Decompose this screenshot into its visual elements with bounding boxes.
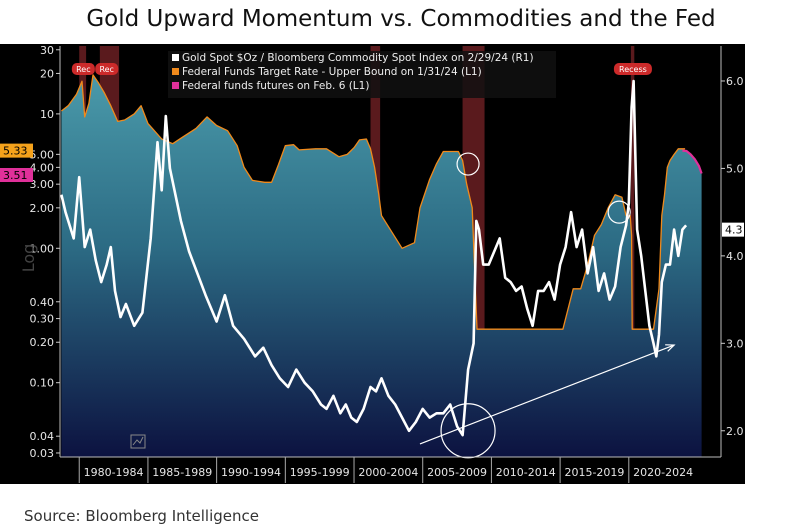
recession-band bbox=[630, 46, 635, 457]
right-tick-label: 2.0 bbox=[726, 425, 744, 438]
chart-type-icon bbox=[130, 434, 146, 449]
value-label-text: 4.3 bbox=[725, 224, 743, 237]
left-tick-label: 1.00 bbox=[30, 242, 55, 255]
series-lines bbox=[60, 74, 703, 437]
left-tick-label: 3.00 bbox=[30, 178, 55, 191]
trend-arrow-line bbox=[419, 344, 675, 445]
legend-swatch bbox=[172, 82, 179, 89]
legend-label: Federal funds futures on Feb. 6 (L1) bbox=[182, 80, 369, 92]
right-tick-label: 3.0 bbox=[726, 337, 744, 350]
left-tick-label: 30 bbox=[40, 44, 54, 57]
value-label-text: 3.51 bbox=[3, 169, 28, 182]
annotation-circle bbox=[440, 403, 496, 459]
fed-futures-line bbox=[682, 149, 703, 174]
left-tick-label: 0.40 bbox=[30, 296, 55, 309]
x-tick-label: 1990-1994 bbox=[221, 466, 281, 479]
left-tick-label: 5.00 bbox=[30, 148, 55, 161]
left-tick-label: 0.10 bbox=[30, 377, 55, 390]
right-tick-label: 6.0 bbox=[726, 75, 744, 88]
chart: 30 20 10 5.004.00 3.00 2.00 1.00 0.40 0.30 0.20 0.… bbox=[0, 44, 745, 484]
legend-label: Gold Spot $Oz / Bloomberg Commodity Spot… bbox=[182, 52, 534, 64]
left-tick-label: 0.20 bbox=[30, 336, 55, 349]
annotation-circle bbox=[456, 152, 480, 176]
fed-funds-line bbox=[61, 74, 686, 330]
right-tick-label: 5.0 bbox=[726, 162, 744, 175]
left-tick-label: 4.00 bbox=[30, 161, 55, 174]
legend-swatch bbox=[172, 54, 179, 61]
source-note: Source: Bloomberg Intelligence bbox=[24, 507, 259, 525]
x-tick-label: 2020-2024 bbox=[633, 466, 693, 479]
fed-funds-fill bbox=[61, 74, 702, 458]
left-tick-label: 0.04 bbox=[30, 430, 55, 443]
left-tick-label: 0.30 bbox=[30, 313, 55, 326]
legend: Gold Spot $Oz / Bloomberg Commodity Spot… bbox=[168, 51, 556, 98]
recession-marker bbox=[71, 63, 95, 75]
left-tick-label: 2.00 bbox=[30, 202, 55, 215]
chart-title: Gold Upward Momentum vs. Commodities and… bbox=[86, 6, 716, 32]
recession-marker-label: Recess bbox=[619, 65, 647, 74]
recession-marker bbox=[613, 63, 652, 75]
x-tick-label: 1985-1989 bbox=[152, 466, 212, 479]
left-tick-label: 10 bbox=[40, 108, 54, 121]
legend-label: Federal Funds Target Rate - Upper Bound … bbox=[182, 66, 482, 78]
recession-marker-label: Rec bbox=[99, 65, 114, 74]
annotations bbox=[419, 152, 676, 459]
legend-swatch bbox=[172, 68, 179, 75]
value-label-text: 5.33 bbox=[3, 145, 28, 158]
recession-marker bbox=[95, 63, 119, 75]
legend-box bbox=[168, 51, 556, 98]
gold-ratio-line bbox=[60, 79, 688, 437]
value-label-box bbox=[0, 168, 33, 183]
annotation-circle bbox=[607, 200, 631, 224]
left-tick-label: 20 bbox=[40, 67, 54, 80]
value-labels: 5.33 3.51 4.3 bbox=[0, 143, 744, 449]
left-axis-label: Log bbox=[19, 244, 38, 273]
recession-markers: Rec Rec Recess bbox=[71, 63, 652, 75]
trend-arrow-head bbox=[665, 344, 676, 352]
chart-type-icon-glyph bbox=[132, 436, 144, 446]
x-tick-label: 2015-2019 bbox=[564, 466, 624, 479]
fed-funds-area bbox=[61, 74, 702, 458]
axes: 30 20 10 5.004.00 3.00 2.00 1.00 0.40 0.30 0.20 0.… bbox=[19, 44, 744, 483]
x-tick-label: 2000-2004 bbox=[358, 466, 418, 479]
x-tick-label: 2005-2009 bbox=[427, 466, 487, 479]
left-tick-label: 0.03 bbox=[30, 447, 55, 460]
value-label-box bbox=[722, 222, 744, 237]
x-tick-label: 1995-1999 bbox=[290, 466, 350, 479]
x-tick-label: 2010-2014 bbox=[496, 466, 556, 479]
right-tick-label: 4.0 bbox=[726, 250, 744, 263]
value-label-box bbox=[0, 143, 33, 158]
x-tick-label: 1980-1984 bbox=[84, 466, 144, 479]
recession-marker-label: Rec bbox=[76, 65, 91, 74]
